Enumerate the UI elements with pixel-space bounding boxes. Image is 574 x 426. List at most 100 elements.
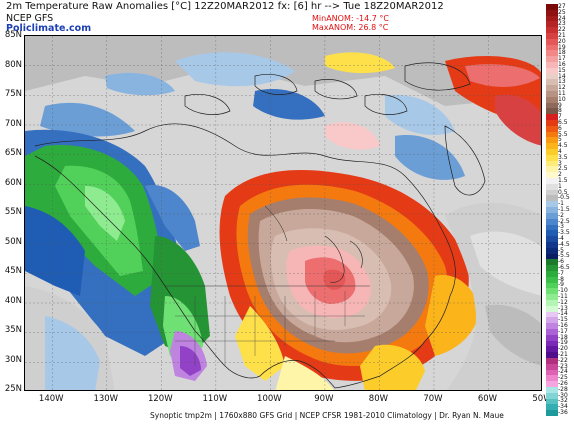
colorbar-swatch [546,67,558,75]
colorbar-swatch [546,375,558,382]
max-anomaly-label: MaxANOM: 26.8 °C [312,23,389,32]
lat-label: 30N [4,354,22,365]
min-anomaly-label: MinANOM: -14.7 °C [312,14,389,23]
lat-label: 70N [4,118,22,129]
lon-label: 100W [257,394,282,404]
colorbar-label: 27 [558,3,566,10]
colorbar-swatch [546,230,558,237]
colorbar-label: -5 [558,246,564,254]
colorbar-label: 9 [558,101,562,109]
colorbar-label: -0.5 [558,194,570,202]
lon-label: 130W [93,394,119,404]
colorbar-swatch [546,73,558,80]
colorbar-swatch [546,381,558,388]
colorbar-swatch [546,410,558,417]
colorbar-swatch [546,305,558,313]
colorbar-swatch [546,236,558,243]
colorbar-swatch [546,201,558,208]
colorbar-swatch [546,62,558,69]
lon-label: 80W [368,394,389,404]
colorbar-label: 15 [558,66,566,74]
brand-link[interactable]: Policlimate.com [6,23,92,34]
colorbar-label: 10 [558,95,566,103]
colorbar-label: 25 [558,8,566,16]
colorbar-swatch [546,207,558,214]
colorbar-swatch [546,404,558,411]
colorbar-label: 24 [558,14,566,22]
colorbar-swatch [546,340,558,347]
colorbar-label: -1.5 [558,206,570,213]
colorbar-swatch [546,259,558,266]
model-name: NCEP GFS [6,13,54,24]
colorbar-swatch [546,85,558,92]
colorbar-label: 18 [558,49,566,57]
lat-label: 25N [4,384,22,394]
colorbar-label: 3 [558,159,562,167]
colorbar-label: 17 [558,55,566,63]
colorbar-label: 13 [558,78,566,86]
lat-label: 75N [4,89,22,99]
colorbar-swatch [546,137,558,144]
lon-label: 90W [314,394,334,404]
colorbar-label: -14 [558,310,568,318]
colorbar-swatch [546,120,558,127]
colorbar-label: -12 [558,298,568,306]
colorbar-swatch [546,131,558,138]
colorbar-swatch [546,288,558,295]
colorbar-label: -26 [558,380,568,387]
colorbar-label: 20 [558,37,566,45]
colorbar-label: -20 [558,345,568,353]
colorbar-swatch [546,392,558,400]
colorbar-label: -8 [558,275,564,283]
colorbar-swatch [546,265,558,272]
ocean-neutral-field [25,202,541,390]
lat-label: 60N [4,177,22,188]
anomaly-map[interactable] [24,35,542,391]
colorbar-label: -1 [558,200,564,208]
colorbar-label: 4.5 [558,142,568,150]
colorbar-swatch [546,323,558,330]
colorbar-swatch [546,294,558,301]
colorbar-label: -4 [558,235,564,242]
colorbar-swatch [546,352,558,359]
colorbar-label: -5.5 [558,252,570,260]
colorbar-label: -21 [558,351,568,358]
western-cold-field [25,129,210,381]
colorbar-swatch [546,189,558,196]
colorbar-label: 2.5 [558,165,568,173]
colorbar-label: 16 [558,61,566,68]
colorbar-label: -9 [558,281,564,289]
colorbar-label: 5 [558,136,562,144]
colorbar-swatch [546,143,558,150]
colorbar-label: -15 [558,316,568,324]
map-canvas [25,36,541,390]
graticule-lines [25,36,541,390]
colorbar-label: -13 [558,304,568,312]
colorbar-swatch [546,160,558,167]
colorbar-label: -3 [558,223,564,231]
colorbar-swatch [546,149,558,156]
colorbar-swatch [546,299,558,307]
colorbar-swatch [546,125,558,133]
colorbar-label: -32 [558,397,568,405]
colorbar-label: -6 [558,258,564,266]
colorbar-swatch [546,172,558,179]
lon-label: 50W [532,394,552,404]
colorbar-label: -30 [558,391,568,399]
colorbar-label: -10 [558,287,568,295]
colorbar-label: -2.5 [558,217,570,225]
colorbar-label: 5.5 [558,130,568,138]
colorbar-label: 1.5 [558,177,568,184]
colorbar-swatch [546,346,558,353]
colorbar-swatch [546,386,558,394]
colorbar-swatch [546,328,558,336]
colorbar-label: -2 [558,211,564,219]
colorbar-label: 4 [558,148,562,155]
colorbar-label: 22 [558,26,566,34]
colorbar-swatch [546,21,558,28]
colorbar-legend [546,4,558,417]
colorbar-swatch [546,270,558,278]
colorbar-label: 1 [558,182,562,190]
colorbar-swatch [546,56,558,63]
colorbar-swatch [546,79,558,86]
